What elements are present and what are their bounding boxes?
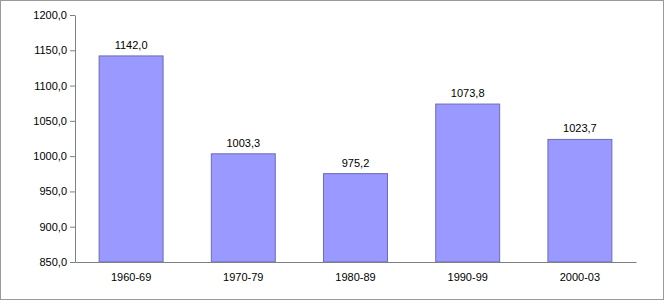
bar xyxy=(99,56,163,262)
y-tick-label: 1100,0 xyxy=(34,80,67,92)
y-tick-mark xyxy=(70,227,75,228)
data-label: 1073,8 xyxy=(451,87,485,99)
y-tick-mark xyxy=(70,86,75,87)
data-label: 975,2 xyxy=(342,157,370,169)
data-label: 1023,7 xyxy=(563,122,597,134)
x-tick-label: 1960-69 xyxy=(111,271,151,283)
chart: 850,0 900,0 950,0 1000,0 1050,0 1100,0 1150,0 1… xyxy=(0,0,664,300)
y-tick: 1150,0 xyxy=(34,44,75,56)
y-tick: 950,0 xyxy=(39,185,75,197)
y-tick-mark xyxy=(70,121,75,122)
y-tick-label: 850,0 xyxy=(39,256,67,268)
x-axis: 1960-69 1970-79 1980-89 1990-99 2000-03 xyxy=(76,262,637,283)
x-axis-line xyxy=(76,262,637,263)
y-tick-mark xyxy=(70,262,75,263)
y-tick-mark xyxy=(70,50,75,51)
x-tick: 1960-69 xyxy=(111,262,151,283)
x-tick: 1970-79 xyxy=(223,262,263,283)
y-tick-label: 1000,0 xyxy=(33,150,67,162)
data-labels: 1142,0 1003,3 975,2 1073,8 1023,7 xyxy=(115,39,597,169)
x-tick: 1990-99 xyxy=(448,262,488,283)
y-tick: 1200,0 xyxy=(33,9,75,21)
bar xyxy=(436,104,500,262)
x-tick-label: 2000-03 xyxy=(560,271,600,283)
x-tick: 2000-03 xyxy=(560,262,600,283)
x-tick-label: 1970-79 xyxy=(223,271,263,283)
y-axis: 850,0 900,0 950,0 1000,0 1050,0 1100,0 1150,0 1… xyxy=(33,9,75,268)
data-label: 1003,3 xyxy=(226,137,260,149)
y-tick: 850,0 xyxy=(39,256,75,268)
x-tick-label: 1990-99 xyxy=(448,271,488,283)
y-tick-mark xyxy=(70,156,75,157)
data-label: 1142,0 xyxy=(115,39,148,51)
y-tick-label: 1050,0 xyxy=(33,115,67,127)
bars xyxy=(99,56,612,262)
y-tick-mark xyxy=(70,191,75,192)
x-tick-label: 1980-89 xyxy=(335,271,375,283)
y-tick: 1100,0 xyxy=(34,80,75,92)
bar xyxy=(211,154,275,262)
y-tick: 1050,0 xyxy=(33,115,75,127)
y-tick: 1000,0 xyxy=(33,150,75,162)
y-axis-line xyxy=(75,16,76,263)
y-tick-mark xyxy=(70,15,75,16)
bar xyxy=(324,174,388,262)
y-tick-label: 1150,0 xyxy=(34,44,67,56)
y-tick-label: 1200,0 xyxy=(33,9,67,21)
plot: 850,0 900,0 950,0 1000,0 1050,0 1100,0 1150,0 1… xyxy=(33,9,636,283)
y-tick-label: 950,0 xyxy=(39,185,67,197)
bar xyxy=(548,139,612,262)
chart-frame xyxy=(1,1,664,300)
y-tick: 900,0 xyxy=(39,221,75,233)
y-tick-label: 900,0 xyxy=(39,221,67,233)
x-tick: 1980-89 xyxy=(335,262,375,283)
